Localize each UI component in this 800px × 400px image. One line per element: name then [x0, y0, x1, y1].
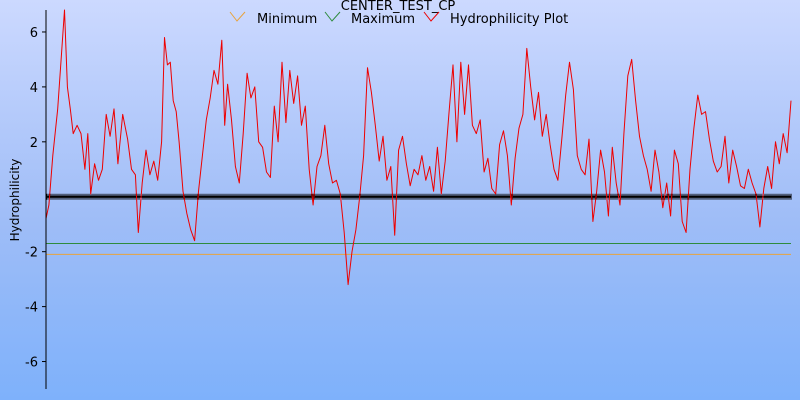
zero-marker-series	[46, 193, 792, 200]
reference-lines	[46, 242, 791, 255]
y-axis-title: Hydrophilicity	[8, 159, 22, 242]
legend: Minimum Maximum Hydrophilicity Plot	[229, 11, 568, 27]
y-tick-label: 6	[30, 26, 38, 41]
y-tick-label: 4	[30, 81, 38, 96]
y-tick-label: 2	[30, 136, 38, 151]
y-tick-label: -2	[25, 246, 38, 261]
chart-title: CENTER_TEST_CP	[341, 0, 456, 14]
hydrophilicity-line	[45, 9, 792, 286]
legend-swatch-hydrophilicity	[423, 11, 440, 22]
y-tick-label: -6	[25, 356, 38, 371]
legend-label-minimum: Minimum	[257, 12, 317, 27]
legend-item-maximum: Maximum	[324, 11, 415, 27]
legend-swatch-maximum	[324, 11, 341, 22]
legend-item-hydrophilicity: Hydrophilicity Plot	[423, 11, 568, 27]
legend-item-minimum: Minimum	[229, 11, 317, 27]
y-axis-ticks: -6 -4 -2 2 4 6	[25, 26, 46, 371]
legend-label-hydrophilicity: Hydrophilicity Plot	[450, 12, 568, 27]
y-tick-label: -4	[25, 301, 38, 316]
legend-label-maximum: Maximum	[351, 12, 415, 27]
legend-swatch-minimum	[229, 11, 246, 22]
